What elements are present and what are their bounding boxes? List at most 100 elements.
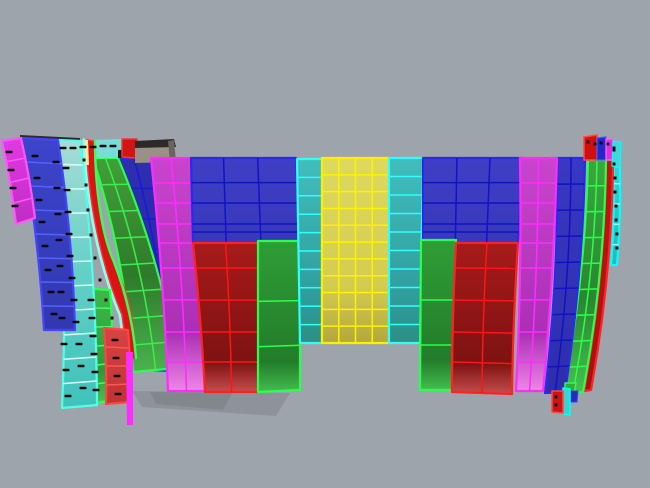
center-right-red-grid-gridlines [452, 242, 517, 394]
plate-edge-dot [606, 142, 610, 146]
plate-label-dash [59, 146, 67, 150]
plate-label-marks [5, 140, 619, 407]
plate-edge-dot [586, 140, 590, 144]
plate-label-dash [62, 166, 70, 170]
plate-edge-dot [84, 183, 88, 187]
curve-strake-cyan-edge[interactable] [82, 138, 128, 360]
right-magenta-strake-gridlines [517, 157, 557, 392]
left-magenta-wedge-gridlines [6, 157, 33, 204]
plate-edge-dot [615, 246, 619, 250]
plate-edge-dot [613, 176, 617, 180]
plate-label-dash [54, 212, 62, 216]
center-yellow-grid[interactable] [320, 156, 391, 345]
plate-label-dash [87, 298, 95, 302]
plate-label-dash [63, 188, 71, 192]
plate-label-dash [66, 254, 74, 258]
plate-label-dash [47, 290, 55, 294]
center-right-blue-grid[interactable] [421, 156, 525, 245]
plate-label-dash [89, 145, 97, 149]
center-left-blue-grid[interactable] [189, 156, 302, 245]
plate-label-dash [99, 144, 107, 148]
plate-label-dash [11, 204, 19, 208]
left-magenta-wedge[interactable] [0, 136, 37, 226]
plate-edge-dot [82, 158, 86, 162]
bottom-tab-red[interactable] [551, 390, 564, 414]
plate-label-dash [64, 394, 72, 398]
plate-label-dash [89, 334, 97, 338]
plate-edge-dot [599, 141, 603, 145]
right-magenta-strake[interactable] [514, 156, 559, 393]
center-left-red-grid-gridlines [195, 242, 259, 393]
plate-label-dash [90, 352, 98, 356]
right-blue-grid-strake-gridlines [547, 157, 585, 393]
plate-label-dash [92, 388, 100, 392]
plate-label-dash [88, 316, 96, 320]
plate-label-dash [57, 290, 65, 294]
right-top-tab-blue[interactable] [596, 136, 607, 161]
plate-edge-dot [612, 148, 616, 152]
plate-edge-dot [614, 204, 618, 208]
plate-label-dash [70, 298, 78, 302]
center-left-blue-grid-gridlines [191, 157, 300, 244]
center-left-red-grid[interactable] [191, 241, 261, 394]
plate-edge-dot [612, 146, 616, 150]
center-right-red-grid[interactable] [450, 241, 520, 396]
plate-label-dash [72, 320, 80, 324]
center-left-green-strake[interactable] [256, 239, 302, 394]
plate-label-dash [79, 386, 87, 390]
center-right-green-strake[interactable] [418, 238, 458, 392]
center-right-blue-grid-gridlines [423, 157, 522, 244]
plate-edge-dot [593, 142, 597, 146]
plate-label-dash [35, 198, 43, 202]
tan-box-top[interactable] [135, 139, 176, 148]
plate-label-dash [91, 370, 99, 374]
plate-label-dash [79, 145, 87, 149]
plate-label-dash [69, 146, 77, 150]
right-top-tab-red[interactable] [583, 134, 598, 161]
plate-label-dash [55, 238, 63, 242]
left-back-green-strake-gridlines [101, 157, 174, 371]
plate-label-dash [44, 268, 52, 272]
center-cyan-strake-left[interactable] [295, 157, 324, 345]
center-cyan-strake-right-gridlines [389, 175, 423, 326]
right-green-grid-strake-gridlines [567, 159, 606, 393]
plate-edge-dot [614, 218, 618, 222]
plate-edge-dot [86, 208, 90, 212]
plate-edge-dot [613, 190, 617, 194]
left-magenta-tail[interactable] [126, 352, 133, 425]
center-cyan-strake-left-gridlines [297, 176, 322, 326]
plate-label-dash [65, 232, 73, 236]
plate-edge-dot [110, 316, 114, 320]
curve-strake-green-edge[interactable] [93, 139, 138, 360]
plate-label-dash [52, 160, 60, 164]
plate-label-dash [53, 186, 61, 190]
plate-label-dash [41, 244, 49, 248]
plate-edge-dot [612, 162, 616, 166]
center-yellow-grid-gridlines [322, 157, 389, 343]
plate-label-dash [60, 342, 68, 346]
plate-edge-dot [615, 232, 619, 236]
left-blue-labeled-strake-gridlines [25, 161, 75, 307]
bottom-tab-blue-bit[interactable] [569, 390, 579, 403]
left-back-green-strake[interactable] [91, 156, 180, 374]
red-block-top[interactable] [121, 138, 138, 159]
left-red-labeled-panels[interactable] [102, 326, 132, 406]
center-right-green-strake-gridlines [420, 299, 455, 346]
plate-label-dash [56, 264, 64, 268]
plate-label-dash [77, 364, 85, 368]
plate-edge-dot [104, 298, 108, 302]
bottom-tab-cyan[interactable] [562, 387, 571, 416]
plate-label-dash [38, 220, 46, 224]
ground-shadow-inner [150, 392, 232, 410]
plate-label-dash [68, 276, 76, 280]
plate-label-dash [113, 374, 121, 378]
center-cyan-strake-right[interactable] [387, 156, 425, 345]
center-left-green-strake-gridlines [257, 299, 301, 348]
plate-label-dash [112, 356, 120, 360]
plate-label-dash [114, 392, 122, 396]
plate-label-dash [58, 316, 66, 320]
plate-label-dash [5, 150, 13, 154]
plate-edge-dot [554, 403, 558, 407]
